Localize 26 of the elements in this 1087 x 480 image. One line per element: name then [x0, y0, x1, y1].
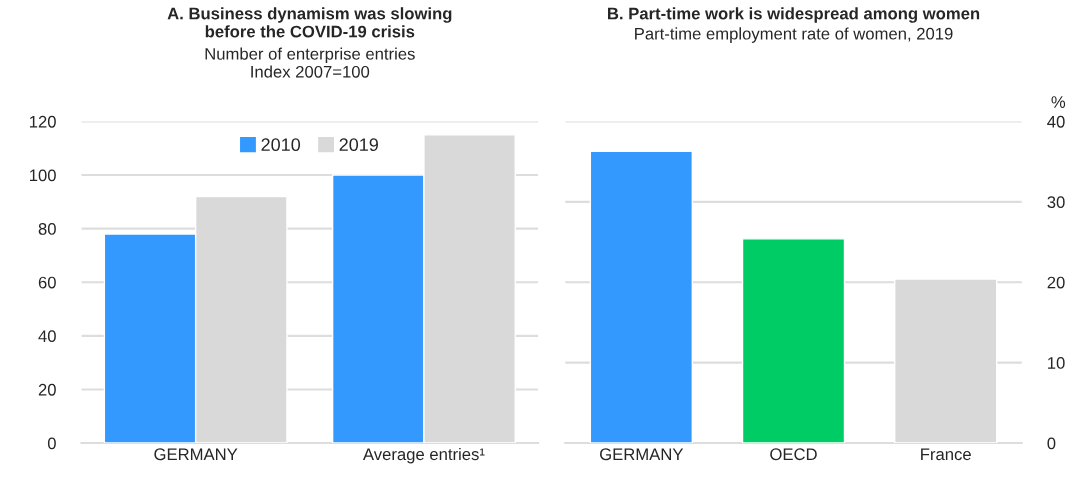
chart-title: B. Part-time work is widespread among women — [608, 7, 980, 23]
x-tick-label: GERMANY — [154, 448, 238, 461]
chart-subtitle: Number of enterprise entries Index 2007=100 — [205, 47, 415, 78]
x-tick-label: France — [921, 448, 971, 461]
y-tick-label: 20 — [38, 383, 56, 396]
y-tick-label: 0 — [47, 437, 56, 450]
y-tick-label: 30 — [1047, 196, 1065, 209]
y-tick-label: 100 — [29, 169, 56, 182]
x-tick-label: OECD — [770, 448, 817, 461]
bar — [589, 150, 694, 444]
x-tick-label: Average entries¹ — [362, 447, 485, 464]
legend-label: 2010 — [261, 138, 301, 152]
legend-label: 2019 — [339, 138, 378, 152]
y-tick-label: 120 — [29, 115, 56, 128]
y-tick-label: 10 — [1048, 357, 1065, 369]
y-tick-label: 40 — [38, 330, 56, 343]
chart-title: A. Business dynamism was slowing before the COVID-19 crisis — [167, 7, 452, 38]
chart-subtitle: Part-time employment rate of women, 2019 — [635, 27, 953, 43]
x-tick-label: GERMANY — [600, 448, 684, 461]
y-tick-label: 40 — [1047, 115, 1065, 128]
y-tick-label: 80 — [38, 223, 56, 235]
y-tick-label: 20 — [1047, 276, 1065, 289]
y-tick-label: 0 — [1047, 437, 1056, 450]
y-tick-label: 60 — [38, 276, 56, 289]
bar — [741, 238, 846, 444]
y-axis-title: % — [1051, 96, 1066, 108]
